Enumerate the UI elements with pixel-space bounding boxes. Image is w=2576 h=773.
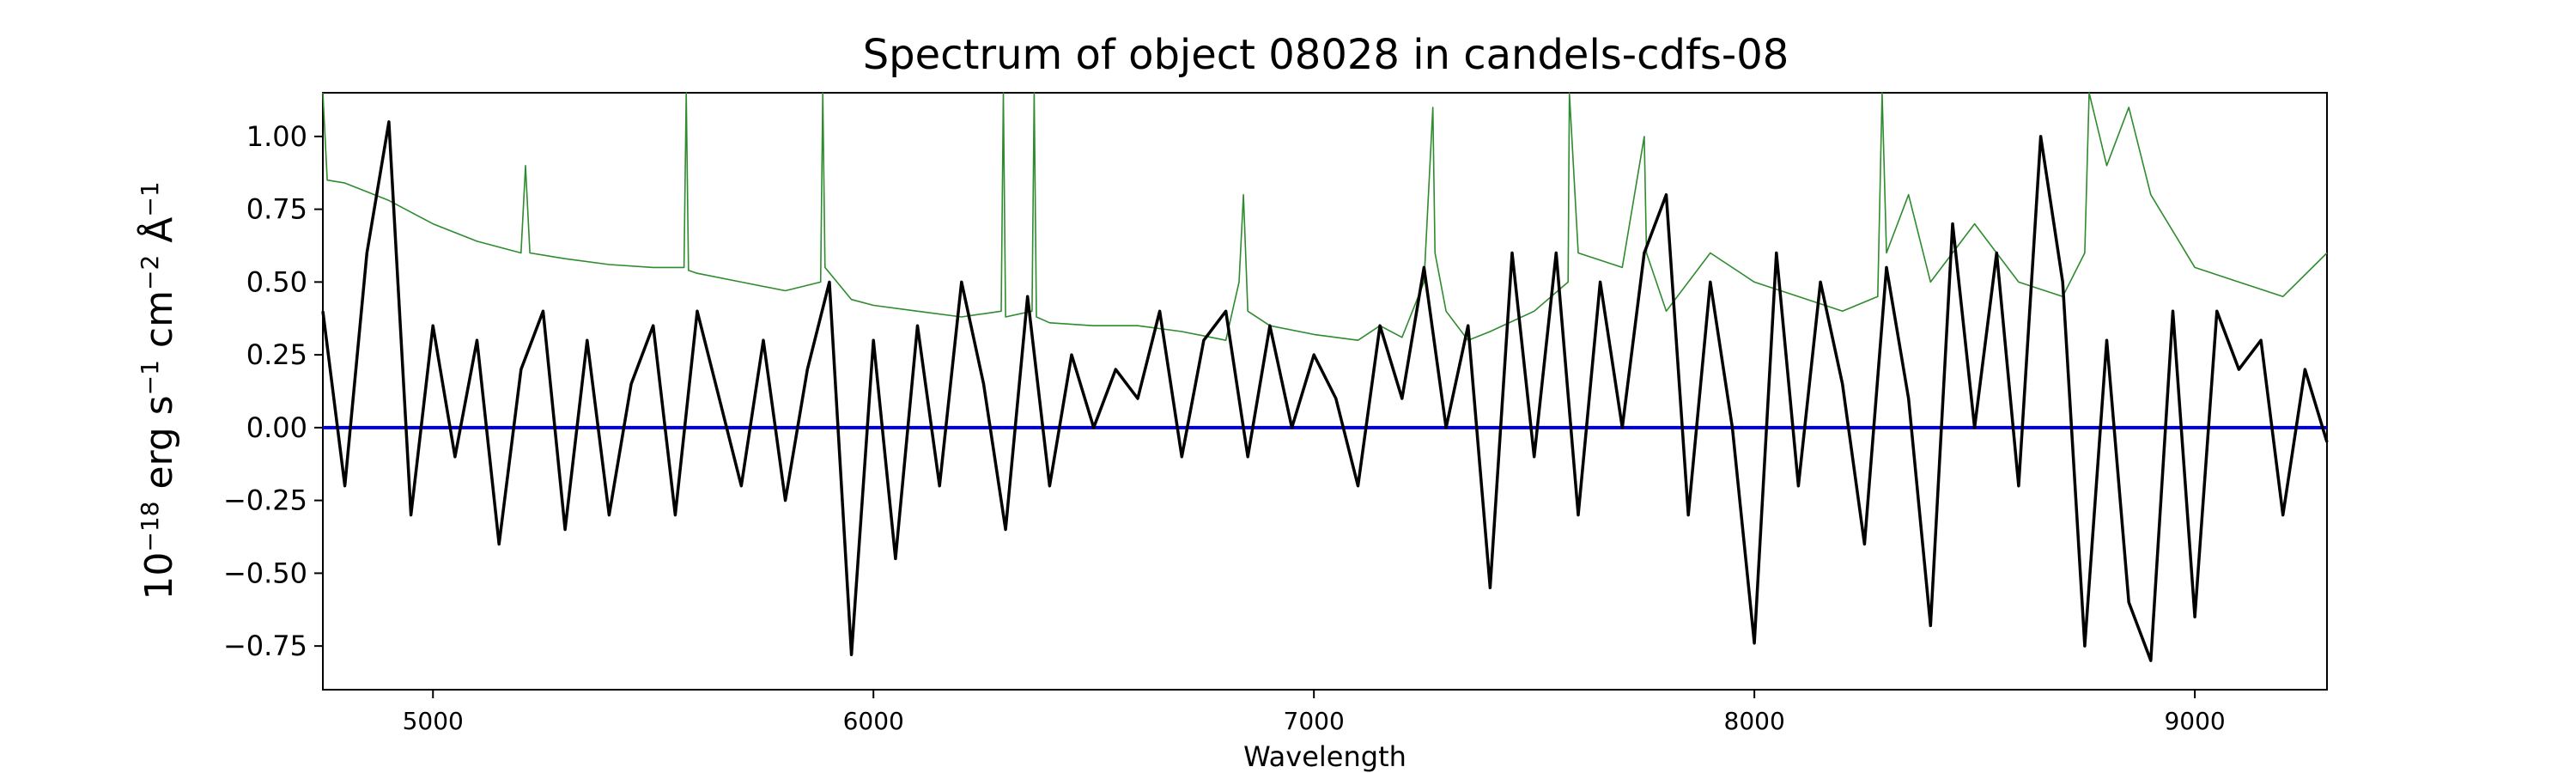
ylabel-exp: −1 [136,360,164,395]
y-tick-label: −0.25 [223,484,307,517]
ylabel-part: 10 [137,552,181,600]
ylabel-exp: −2 [136,255,164,290]
ylabel-part: Å [136,217,181,255]
x-axis: 5000 6000 7000 8000 9000 [403,690,2226,735]
y-tick-label: 0.25 [246,338,307,371]
x-tick-label: 9000 [2164,707,2225,735]
y-tick-label: −0.75 [223,630,307,662]
y-tick-label: 0.75 [246,193,307,226]
y-tick-label: −0.50 [223,557,307,589]
ylabel-exp: −1 [136,181,164,216]
y-axis: −0.75 −0.50 −0.25 0.00 0.25 0.50 0.75 1.00 [223,120,323,662]
y-axis-label: 10−18 erg s−1 cm−2 Å−1 [136,181,182,600]
y-tick-label: 0.50 [246,265,307,298]
y-tick-label: 0.00 [246,411,307,444]
x-tick-label: 8000 [1724,707,1785,735]
ylabel-part: cm [137,290,181,360]
x-tick-label: 7000 [1284,707,1345,735]
series-layer [321,92,2329,662]
x-tick-label: 6000 [843,707,904,735]
series-line-flux [321,120,2329,662]
y-tick-label: 1.00 [246,120,307,153]
x-axis-label: Wavelength [1243,740,1406,773]
chart-title: Spectrum of object 08028 in candels-cdfs… [863,31,1789,79]
ylabel-exp: −18 [136,502,164,552]
plot-frame [322,92,2328,691]
x-tick-label: 5000 [403,707,464,735]
series-line-error [322,92,2328,342]
ylabel-part: erg s [137,395,181,501]
